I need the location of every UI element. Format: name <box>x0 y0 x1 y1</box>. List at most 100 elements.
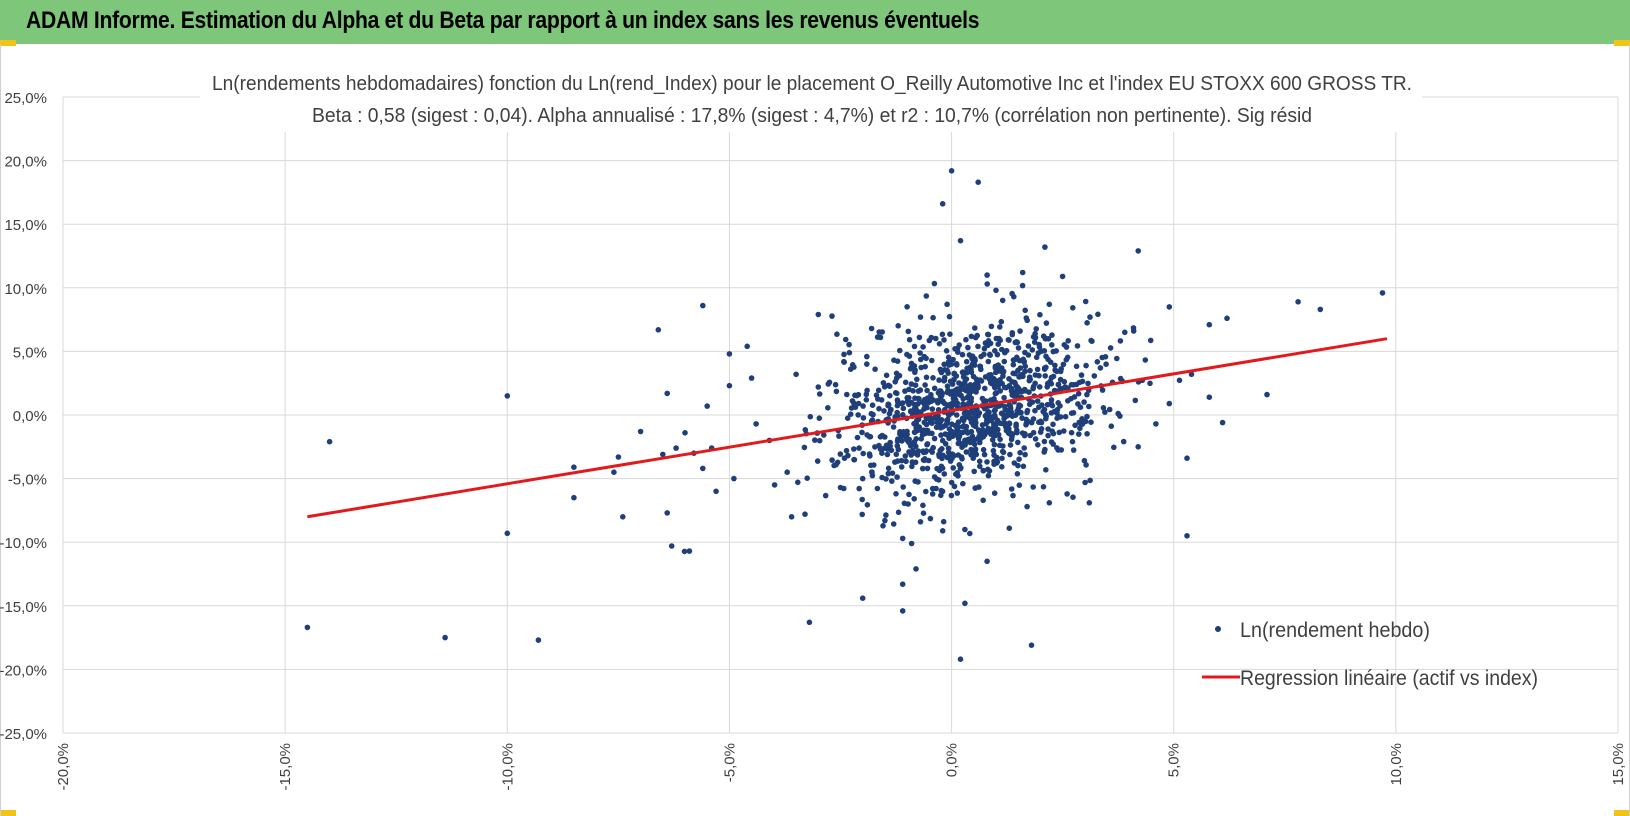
data-point <box>922 382 928 388</box>
data-point <box>909 459 916 465</box>
data-point <box>933 485 939 492</box>
data-point <box>906 395 912 401</box>
data-point <box>963 336 969 343</box>
data-point <box>929 406 936 412</box>
data-point <box>938 487 945 494</box>
data-point <box>1022 349 1028 356</box>
data-point <box>1009 378 1015 385</box>
data-point <box>682 430 688 436</box>
data-point <box>1043 415 1049 422</box>
data-point <box>917 356 924 363</box>
data-point <box>997 324 1003 330</box>
data-point <box>864 502 871 508</box>
data-point <box>991 377 998 383</box>
data-point <box>1041 406 1048 413</box>
data-point <box>977 439 983 446</box>
data-point <box>815 384 822 390</box>
data-point <box>924 387 930 394</box>
data-point <box>951 483 958 490</box>
data-point <box>963 427 969 434</box>
data-point <box>927 515 934 522</box>
data-point <box>883 372 890 379</box>
data-point <box>963 358 970 365</box>
data-point <box>874 485 881 492</box>
data-point <box>972 357 978 364</box>
data-point <box>884 451 891 458</box>
data-point <box>1075 401 1081 407</box>
data-point <box>876 405 882 412</box>
x-tick-label: -5,0% <box>721 743 738 782</box>
data-point <box>924 465 931 472</box>
data-point <box>1083 362 1089 369</box>
data-point <box>1003 425 1010 432</box>
data-point <box>902 388 908 394</box>
data-point <box>1153 421 1159 427</box>
data-point <box>806 619 813 626</box>
data-point <box>908 540 915 547</box>
data-point <box>950 395 957 402</box>
data-point <box>879 474 885 481</box>
data-point <box>1045 432 1051 439</box>
data-point <box>1001 394 1007 401</box>
data-point <box>885 470 892 477</box>
data-point <box>972 334 979 341</box>
data-point <box>950 402 956 408</box>
data-point <box>945 445 952 452</box>
data-point <box>1027 367 1033 374</box>
data-point <box>921 457 928 464</box>
data-point <box>1037 311 1043 318</box>
data-point <box>948 479 955 486</box>
data-point <box>1166 304 1173 310</box>
data-point <box>879 450 885 457</box>
data-point <box>906 401 912 408</box>
report-title: ADAM Informe. Estimation du Alpha et du … <box>26 7 980 34</box>
data-point <box>899 438 905 444</box>
data-point <box>972 416 978 423</box>
data-point <box>1024 407 1031 414</box>
data-point <box>997 366 1003 372</box>
data-point <box>911 420 917 427</box>
data-point <box>981 405 988 412</box>
data-point <box>911 343 918 350</box>
data-point <box>1132 397 1139 404</box>
data-point <box>875 396 881 402</box>
data-point <box>859 595 866 601</box>
data-point <box>1061 428 1067 434</box>
data-point <box>1206 394 1213 401</box>
data-point <box>1045 426 1051 432</box>
data-point <box>815 311 822 318</box>
data-point <box>955 424 961 430</box>
data-point <box>885 401 891 408</box>
data-point <box>504 530 511 537</box>
data-point <box>911 405 918 412</box>
data-point <box>1049 342 1055 348</box>
data-point <box>957 237 964 244</box>
data-point <box>1147 380 1153 387</box>
data-point <box>1008 436 1015 443</box>
legend-label-line: Regression linéaire (actif vs index) <box>1240 667 1538 690</box>
data-point <box>933 335 939 342</box>
data-point <box>843 447 850 454</box>
data-point <box>975 384 981 391</box>
data-point <box>975 179 981 185</box>
data-point <box>913 443 919 450</box>
data-point <box>1295 299 1301 305</box>
data-point <box>816 391 823 397</box>
data-point <box>1084 391 1090 398</box>
data-point <box>1117 413 1123 419</box>
data-point <box>860 450 866 457</box>
data-point <box>868 462 874 469</box>
data-point <box>1009 290 1015 297</box>
data-point <box>915 401 921 407</box>
x-tick-label: 5,0% <box>1166 743 1183 777</box>
data-point <box>929 430 935 437</box>
data-point <box>1003 384 1009 391</box>
data-point <box>1010 390 1017 397</box>
data-point <box>975 343 981 350</box>
x-tick-label: 10,0% <box>1388 743 1405 786</box>
data-point <box>912 369 918 376</box>
data-point <box>935 400 941 406</box>
data-point <box>841 485 847 492</box>
data-point <box>985 338 992 344</box>
data-point <box>988 417 994 424</box>
